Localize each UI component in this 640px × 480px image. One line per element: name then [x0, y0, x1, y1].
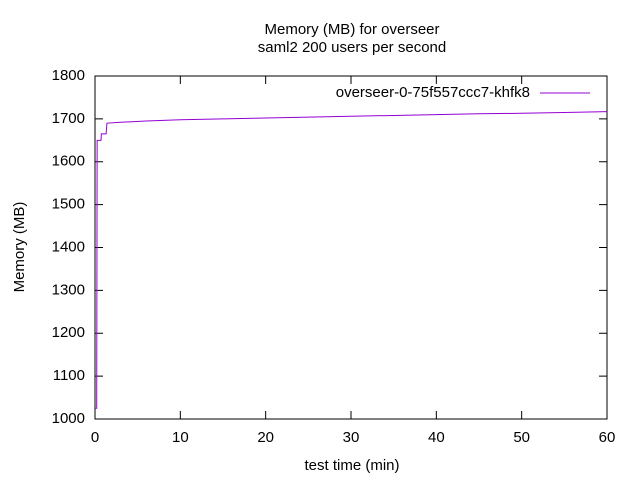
y-tick-label: 1400 [52, 238, 85, 255]
y-tick-label: 1600 [52, 153, 85, 170]
chart-subtitle: saml2 200 users per second [258, 39, 446, 56]
y-tick-label: 1200 [52, 324, 85, 341]
x-tick-label: 10 [172, 429, 189, 446]
y-tick-label: 1000 [52, 410, 85, 427]
y-tick-label: 1100 [53, 367, 85, 384]
y-tick-label: 1700 [52, 110, 85, 127]
x-tick-label: 60 [599, 429, 616, 446]
x-tick-label: 50 [513, 429, 530, 446]
x-tick-label: 40 [428, 429, 445, 446]
x-tick-label: 20 [257, 429, 274, 446]
series-line [95, 111, 608, 409]
y-tick-label: 1500 [52, 196, 85, 213]
x-tick-label: 30 [343, 429, 360, 446]
x-axis-label: test time (min) [304, 457, 399, 474]
x-tick-label: 0 [91, 429, 99, 446]
y-axis-label: Memory (MB) [11, 202, 28, 293]
chart-title: Memory (MB) for overseer [264, 21, 439, 38]
y-tick-label: 1300 [52, 281, 85, 298]
legend-label: overseer-0-75f557ccc7-khfk8 [336, 84, 530, 101]
y-tick-label: 1800 [52, 67, 85, 84]
